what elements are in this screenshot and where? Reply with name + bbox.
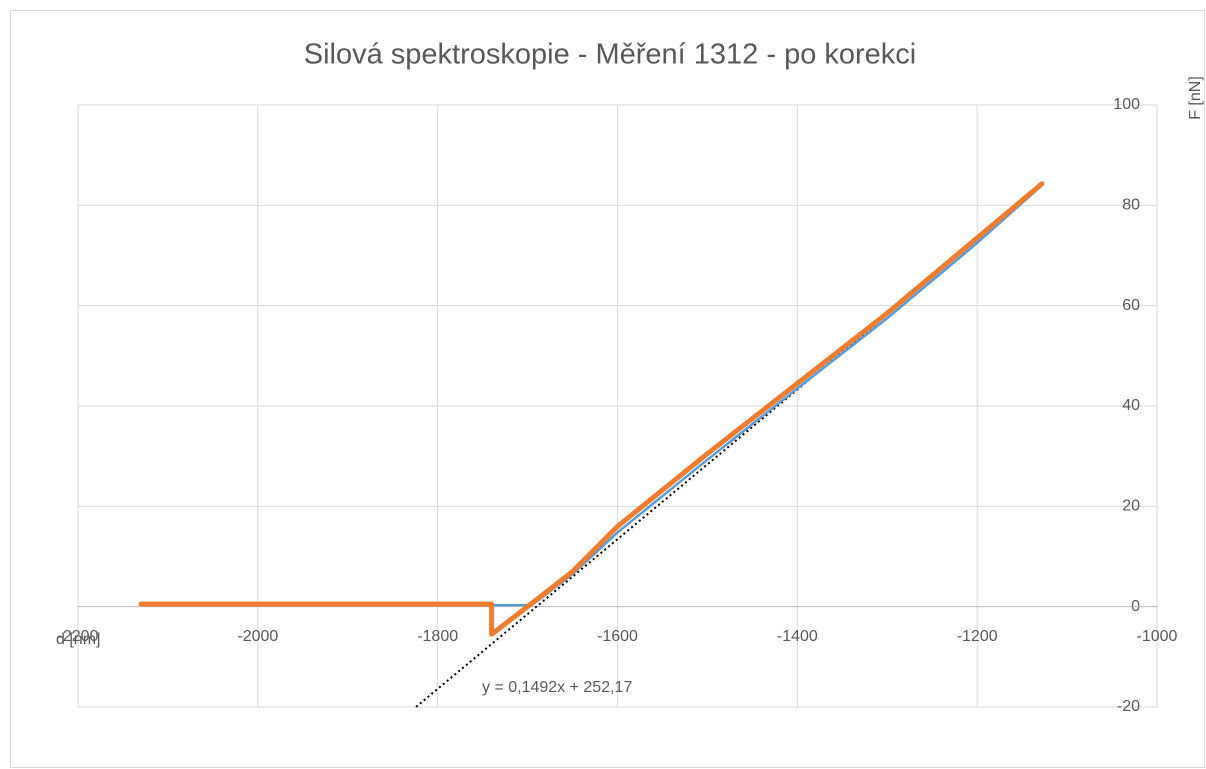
series-line — [138, 181, 1045, 637]
trendline-label: y = 0,1492x + 252,17 — [482, 679, 632, 696]
y-tick-label: 80 — [1122, 197, 1140, 214]
chart-border — [10, 10, 1205, 768]
chart-title: Silová spektroskopie - Měření 1312 - po … — [304, 39, 917, 71]
x-tick-label: -1800 — [417, 628, 458, 645]
trendline — [415, 185, 1043, 708]
x-tick-label: -2000 — [237, 628, 278, 645]
y-axis-title: F [nN] — [1187, 76, 1204, 120]
y-tick-label: 20 — [1122, 498, 1140, 515]
y-tick-label: 60 — [1122, 297, 1140, 314]
x-tick-label: -1400 — [777, 628, 818, 645]
y-tick-label: -20 — [1117, 698, 1140, 715]
x-tick-label: -1200 — [957, 628, 998, 645]
x-tick-label: -1600 — [597, 628, 638, 645]
y-tick-label: 40 — [1122, 397, 1140, 414]
x-tick-label: -2200 — [58, 628, 99, 645]
x-tick-label: -1000 — [1137, 628, 1178, 645]
y-tick-label: 100 — [1113, 96, 1140, 113]
